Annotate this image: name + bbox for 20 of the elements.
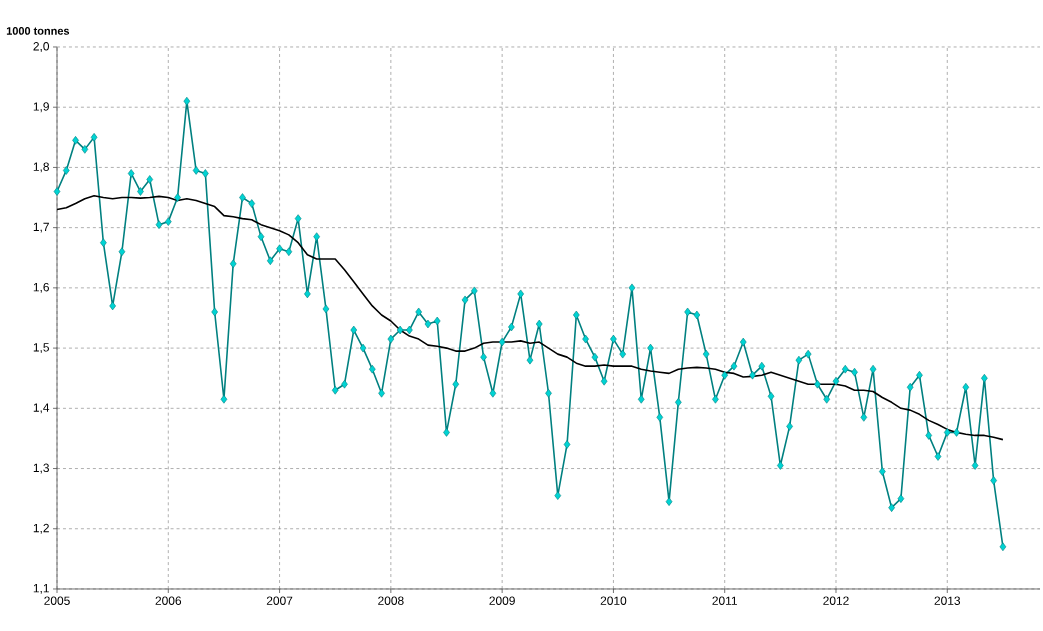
x-tick-label: 2012 [823, 596, 849, 605]
y-tick-label: 1,9 [33, 102, 49, 113]
y-tick-label: 1,8 [33, 162, 49, 173]
y-tick-label: 2,0 [33, 42, 50, 52]
y-tick-label: 1,5 [33, 343, 49, 353]
x-tick-label: 2010 [600, 596, 627, 605]
x-tick-label: 2011 [712, 596, 737, 605]
x-tick-label: 2009 [489, 596, 515, 605]
x-tick-label: 2005 [44, 596, 70, 605]
y-tick-label: 1,6 [33, 282, 49, 293]
x-tick-label: 2008 [378, 596, 404, 605]
y-tick-label: 1,1 [33, 584, 49, 594]
y-axis-title: 1000 tonnes [6, 27, 70, 35]
y-tick-label: 1,7 [33, 222, 49, 233]
x-tick-label: 2007 [266, 596, 293, 605]
y-tick-label: 1,2 [33, 523, 49, 534]
y-tick-label: 1,4 [33, 403, 50, 414]
x-tick-label: 2006 [155, 596, 182, 605]
x-tick-label: 2013 [934, 596, 961, 605]
y-tick-label: 1,3 [33, 463, 49, 474]
